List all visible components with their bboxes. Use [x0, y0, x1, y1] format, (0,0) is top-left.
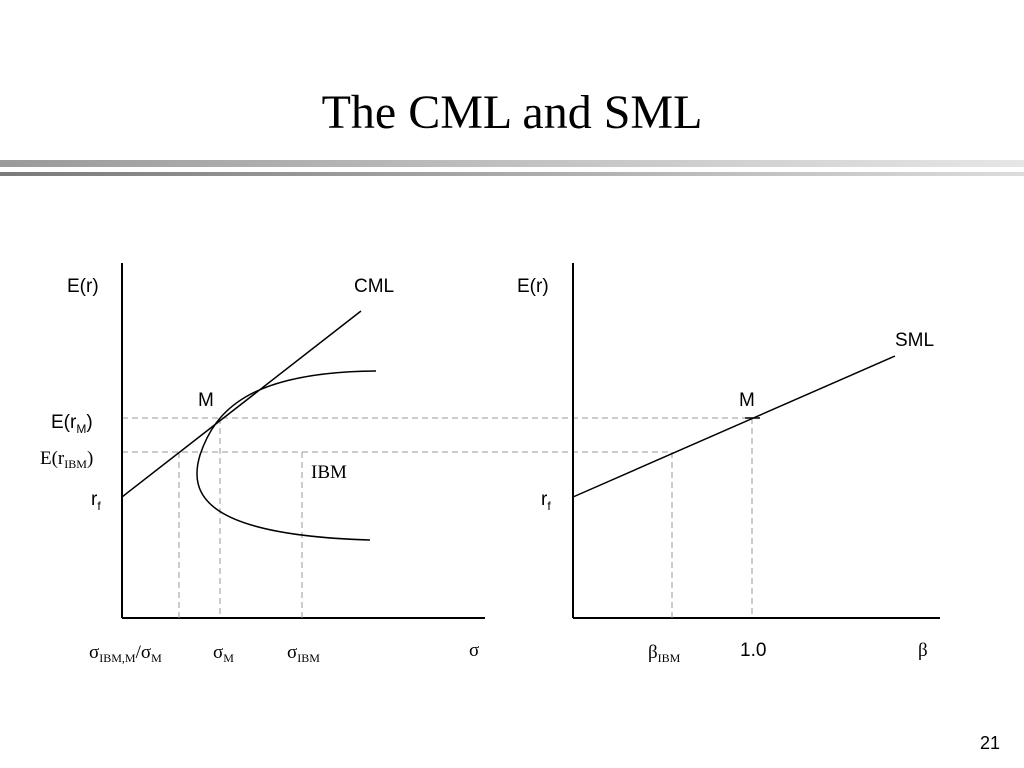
cml-panel: E(r) CML M IBM E(rM) E(rIBM) rf σIBM,M/σ…	[40, 263, 485, 665]
erm-tick-label: E(rM)	[51, 412, 93, 436]
rf-tick-label-right: rf	[541, 489, 551, 513]
rf-tick-label-left: rf	[91, 489, 101, 513]
sml-line	[572, 355, 896, 498]
eribm-tick-label: E(rIBM)	[40, 448, 93, 471]
cml-y-axis-label: E(r)	[67, 276, 99, 297]
cov-tick-label: σIBM,M/σM	[89, 642, 162, 665]
beta-axis-symbol: β	[918, 640, 928, 661]
title-rule-lower	[0, 172, 1024, 176]
sml-market-label: M	[739, 390, 755, 411]
sigma-ibm-tick-label: σIBM	[287, 642, 320, 665]
title-rule-upper	[0, 160, 1024, 167]
sml-label: SML	[895, 330, 934, 351]
sml-panel: E(r) SML M rf βIBM 1.0 β	[517, 263, 940, 665]
beta-one-tick-label: 1.0	[740, 640, 766, 661]
sml-y-axis-label: E(r)	[517, 276, 549, 297]
cml-line	[121, 310, 362, 498]
page-number: 21	[979, 733, 1000, 753]
market-portfolio-label: M	[198, 390, 214, 411]
sigma-axis-symbol: σ	[469, 640, 479, 661]
sigma-m-tick-label: σM	[213, 642, 234, 665]
cml-label: CML	[354, 276, 394, 297]
slide-title: The CML and SML	[321, 86, 703, 139]
ibm-label: IBM	[311, 462, 347, 483]
beta-ibm-tick-label: βIBM	[648, 642, 681, 665]
efficient-frontier-curve	[196, 370, 377, 541]
